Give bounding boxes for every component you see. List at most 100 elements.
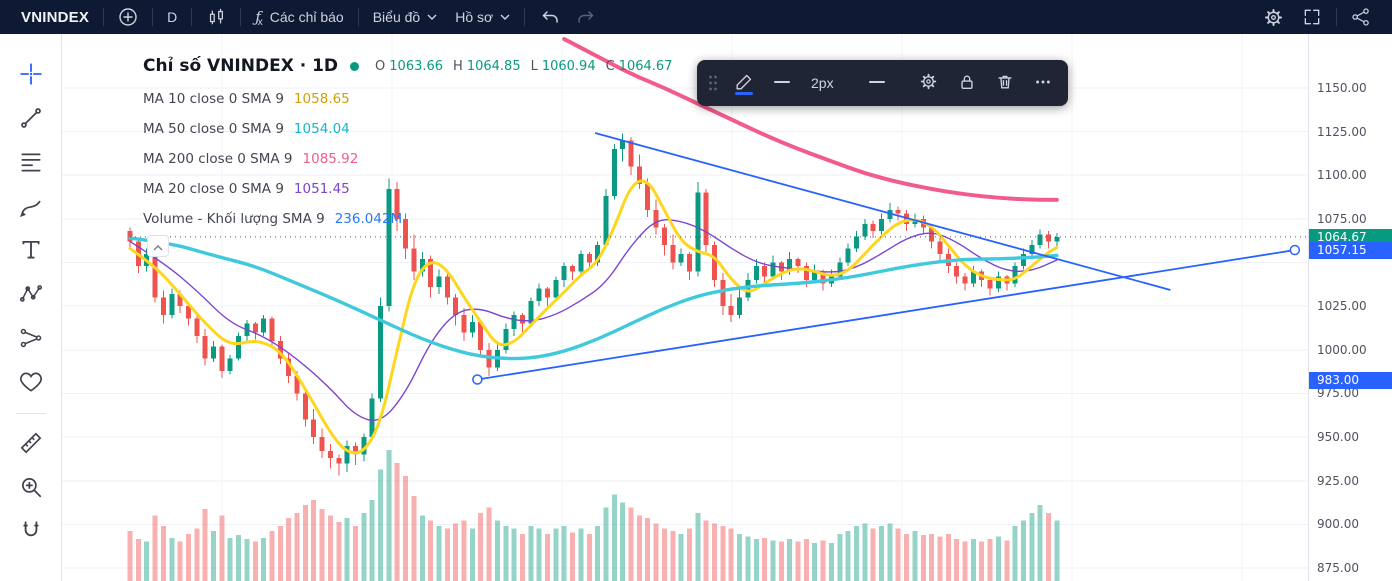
ellipsis-icon (1034, 73, 1052, 94)
legend-title: Chỉ số VNINDEX · 1D (143, 56, 339, 76)
trendline-layer[interactable] (472, 132, 1301, 385)
chevron-up-icon (153, 239, 163, 254)
forecast-tool-button[interactable] (9, 317, 53, 361)
compare-add-button[interactable] (109, 3, 147, 31)
delete-drawing-button[interactable] (988, 66, 1022, 100)
solid-line-icon (772, 72, 792, 95)
share-button[interactable] (1342, 3, 1380, 31)
timeframe-button[interactable]: D (158, 3, 186, 31)
legend-collapse-button[interactable] (147, 235, 169, 257)
trash-icon (996, 73, 1014, 94)
indicator-label: MA 200 close 0 SMA 9 (143, 151, 293, 167)
crosshair-icon (18, 61, 44, 90)
text-tool-button[interactable] (9, 229, 53, 273)
ma-line-ma-20 (129, 219, 1058, 421)
high-label: H (453, 58, 463, 74)
chart-pane: Chỉ số VNINDEX · 1D O 1063.66 H 1064.85 … (62, 34, 1308, 581)
ohlc-values: O 1063.66 H 1064.85 L 1060.94 C 1064.67 (369, 59, 672, 74)
price-badge: 1057.15 (1309, 242, 1392, 260)
toolbar-divider (103, 8, 105, 26)
price-tick: 900.00 (1317, 517, 1359, 532)
xabcd-pattern-icon (18, 281, 44, 310)
emoji-tool-button[interactable] (9, 361, 53, 405)
indicator-value: 1058.65 (293, 91, 350, 107)
drawing-toolbar: 2px (697, 60, 1068, 106)
trendline-tool-button[interactable] (9, 97, 53, 141)
heart-icon (18, 369, 44, 398)
price-tick: 1125.00 (1317, 124, 1367, 139)
toolbar-divider (191, 8, 193, 26)
line-color-button[interactable] (727, 66, 761, 100)
chart-type-button[interactable] (197, 3, 235, 31)
fib-tool-button[interactable] (9, 141, 53, 185)
fullscreen-icon (1302, 7, 1322, 27)
gear-icon (1263, 7, 1284, 28)
crosshair-tool-button[interactable] (9, 53, 53, 97)
settings-button[interactable] (1254, 3, 1293, 31)
toolbar-divider (357, 8, 359, 26)
pattern-tool-button[interactable] (9, 273, 53, 317)
trendline-icon (18, 105, 44, 134)
brush-icon (18, 193, 44, 222)
legend-row-ma200[interactable]: MA 200 close 0 SMA 9 1085.92 (143, 144, 672, 174)
brush-tool-button[interactable] (9, 185, 53, 229)
lock-drawing-button[interactable] (950, 66, 984, 100)
indicator-label: MA 50 close 0 SMA 9 (143, 121, 284, 137)
trendline-handle[interactable] (1289, 244, 1301, 256)
trendline-handle[interactable] (472, 374, 483, 385)
color-swatch (735, 92, 753, 95)
more-options-button[interactable] (1026, 66, 1060, 100)
price-tick: 925.00 (1317, 473, 1359, 488)
chart-canvas[interactable] (62, 34, 1308, 581)
measure-tool-button[interactable] (9, 422, 53, 466)
share-icon (1351, 7, 1371, 27)
magnet-tool-button[interactable] (9, 510, 53, 554)
line-width-button[interactable]: 2px (803, 66, 842, 100)
ruler-icon (18, 430, 44, 459)
price-tick: 1025.00 (1317, 299, 1367, 314)
indicator-label: MA 20 close 0 SMA 9 (143, 181, 284, 197)
ma-line-ma-200 (562, 37, 1059, 202)
fib-lines-icon (18, 149, 44, 178)
price-badge: 983.00 (1309, 371, 1392, 389)
chart-menu-button[interactable]: Biểu đồ (364, 3, 446, 31)
price-tick: 950.00 (1317, 430, 1359, 445)
price-tick: 1150.00 (1317, 80, 1367, 95)
drag-handle-icon[interactable] (705, 66, 721, 100)
trendline[interactable] (594, 132, 1171, 291)
top-toolbar: VNINDEX D ƒx Các chỉ báo (0, 0, 1392, 34)
redo-icon (577, 7, 597, 27)
trendline[interactable] (477, 249, 1295, 381)
legend-row-ma50[interactable]: MA 50 close 0 SMA 9 1054.04 (143, 114, 672, 144)
close-label: C (605, 58, 615, 74)
legend-row-ma20[interactable]: MA 20 close 0 SMA 9 1051.45 (143, 174, 672, 204)
open-value: 1063.66 (389, 58, 444, 74)
line-end-style-button[interactable] (860, 66, 894, 100)
price-tick: 975.00 (1317, 386, 1359, 401)
open-label: O (375, 58, 386, 74)
indicators-label: Các chỉ báo (269, 9, 344, 25)
profile-menu-button[interactable]: Hồ sơ (446, 3, 519, 31)
price-axis[interactable]: 1150.00 1125.00 1100.00 1075.00 1025.00 1000.… (1308, 34, 1392, 581)
magnet-icon (18, 518, 44, 547)
text-icon (18, 237, 44, 266)
legend-title-row[interactable]: Chỉ số VNINDEX · 1D O 1063.66 H 1064.85 … (143, 54, 672, 78)
legend-row-ma10[interactable]: MA 10 close 0 SMA 9 1058.65 (143, 84, 672, 114)
indicators-button[interactable]: ƒx Các chỉ báo (246, 3, 353, 31)
lock-icon (958, 73, 976, 94)
toolbar-divider (524, 8, 526, 26)
indicator-value: 236.042M (334, 211, 403, 227)
chevron-down-icon (427, 14, 437, 20)
legend-row-volume[interactable]: Volume - Khối lượng SMA 9 236.042M (143, 204, 672, 234)
gear-icon (919, 72, 938, 94)
undo-button[interactable] (530, 3, 568, 31)
price-tick: 875.00 (1317, 561, 1359, 576)
symbol-button[interactable]: VNINDEX (12, 3, 98, 31)
redo-button[interactable] (568, 3, 606, 31)
toolbar-divider (240, 8, 242, 26)
zoom-tool-button[interactable] (9, 466, 53, 510)
drawing-settings-button[interactable] (912, 66, 946, 100)
line-style-button[interactable] (765, 66, 799, 100)
fullscreen-button[interactable] (1293, 3, 1331, 31)
